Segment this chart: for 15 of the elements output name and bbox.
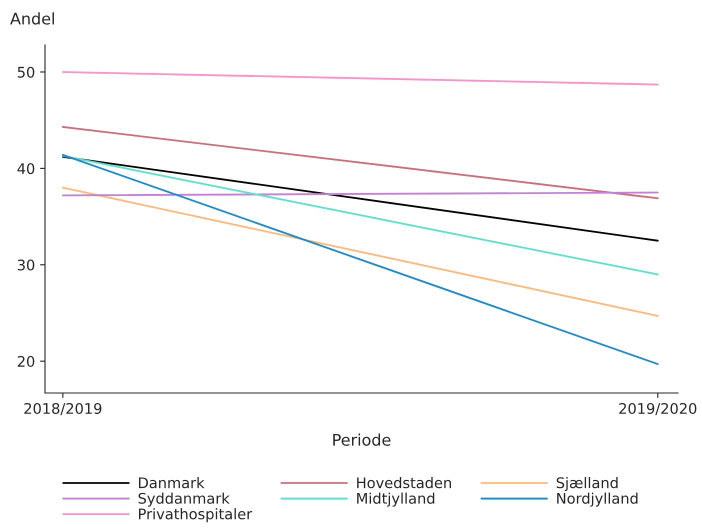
y-tick-label: 20 [18, 356, 34, 367]
y-tick-label: 40 [17, 163, 34, 174]
legend-label: Sjælland [556, 476, 618, 492]
legend-label: Hovedstaden [357, 476, 451, 488]
y-axis-title: Andel [10, 12, 54, 25]
legend-label: Midtjylland [357, 492, 434, 507]
x-tick-label: 2019/2020 [619, 402, 696, 416]
legend-label: Nordjylland [557, 492, 638, 507]
y-tick-label: 50 [18, 66, 34, 78]
y-tick-label: 30 [18, 260, 34, 271]
x-axis-title: Periode [333, 434, 390, 446]
legend-label: Danmark [139, 476, 205, 488]
x-tick-label: 2018/2019 [24, 402, 102, 416]
legend-label: Syddanmark [138, 492, 230, 507]
legend-label: Privathospitaler [139, 508, 252, 522]
